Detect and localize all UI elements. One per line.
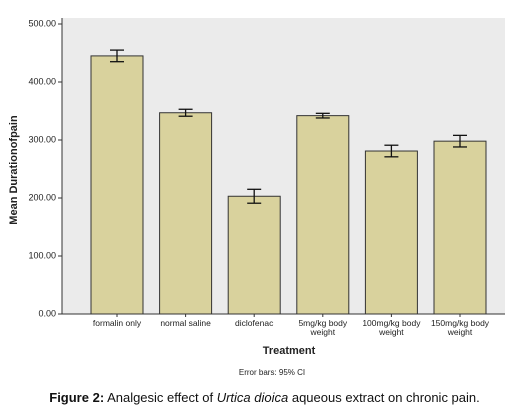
y-tick-label: 100.00 [28, 250, 56, 260]
x-tick-label: 5mg/kg body weight [298, 319, 348, 337]
error-bar [110, 49, 124, 63]
y-tick-label: 500.00 [28, 18, 56, 28]
footnote: Error bars: 95% CI [239, 368, 305, 377]
bar [90, 55, 144, 315]
x-tick-label-box: normal saline [160, 319, 211, 328]
error-bar [453, 134, 467, 148]
y-tick-label: 300.00 [28, 134, 56, 144]
caption-label: Figure 2: [49, 390, 105, 405]
x-tick-label: 100mg/kg body weight [362, 319, 421, 337]
x-tick-label-box: 150mg/kg body weight [430, 319, 490, 337]
y-axis-label: Mean Durationofpain [8, 115, 20, 225]
x-tick-label: normal saline [160, 319, 211, 328]
x-tick-label: diclofenac [235, 319, 274, 328]
x-tick-label: formalin only [92, 319, 142, 328]
x-tick-label-box: diclofenac [235, 319, 274, 328]
x-tick-label-box: 100mg/kg body weight [362, 319, 421, 337]
y-tick-label: 0.00 [38, 308, 56, 318]
error-bar [178, 108, 193, 117]
chart: Mean Durationofpain Treatment Error bars… [8, 18, 505, 377]
bar [433, 140, 487, 315]
caption-text: Analgesic effect of [107, 390, 214, 405]
x-tick-label-box: formalin only [92, 319, 142, 328]
bar [296, 115, 350, 315]
error-bar [384, 144, 399, 158]
x-tick-label-box: 5mg/kg body weight [298, 319, 348, 337]
y-tick-label: 400.00 [28, 76, 56, 86]
y-tick-label: 200.00 [28, 192, 56, 202]
caption: Figure 2: Analgesic effect of Urtica dio… [0, 390, 529, 405]
bar [227, 195, 281, 315]
caption-text: aqueous extract on chronic pain. [291, 390, 480, 405]
x-tick-label: 150mg/kg body weight [430, 319, 490, 337]
error-bar [247, 188, 262, 204]
error-bar [315, 112, 330, 119]
caption-species: Urtica dioica [216, 390, 289, 405]
bar [364, 150, 418, 315]
x-axis-label: Treatment [263, 345, 316, 357]
bar [159, 112, 213, 315]
